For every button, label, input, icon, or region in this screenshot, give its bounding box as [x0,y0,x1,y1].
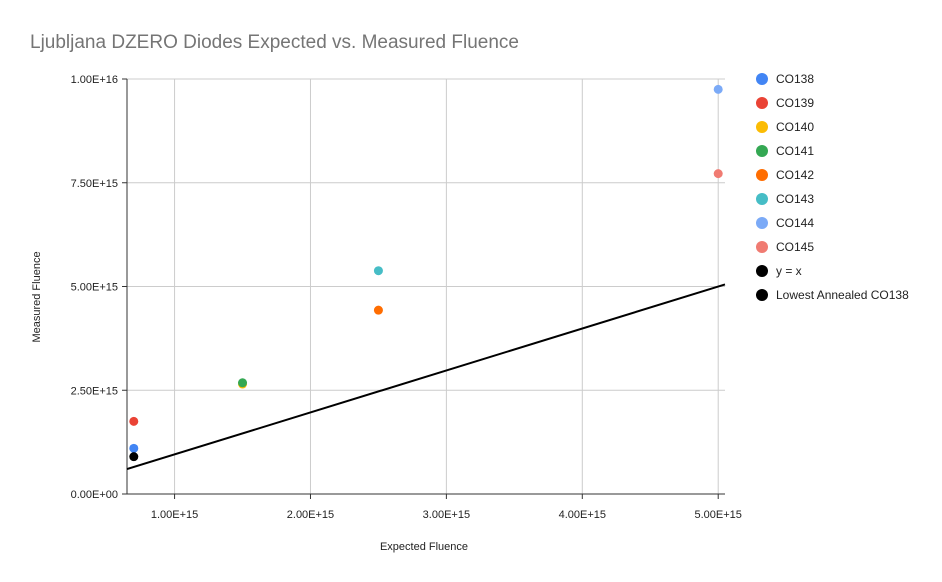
legend-marker-co143 [756,193,768,205]
data-points [129,84,723,462]
data-point-co145 [713,169,723,179]
data-point-co143 [373,266,383,276]
data-point-co141 [238,378,248,388]
legend-marker-co142 [756,169,768,181]
legend-marker-co145 [756,241,768,253]
legend-marker-co139 [756,97,768,109]
x-tick-label: 1.00E+15 [151,509,198,521]
x-tick-label: 5.00E+15 [695,509,742,521]
legend-marker-co144 [756,217,768,229]
x-tick-label: 2.00E+15 [287,509,334,521]
x-tick-label: 3.00E+15 [423,509,470,521]
series-line-y-x [126,283,726,471]
legend-label-co142: CO142 [776,168,814,182]
legend-marker-lowest-annealed-co138 [756,289,768,301]
legend-label-co143: CO143 [776,192,814,206]
chart-title: Ljubljana DZERO Diodes Expected vs. Meas… [30,32,519,53]
y-axis-ticks: 0.00E+00 2.50E+15 5.00E+15 7.50E+15 1.00E+16 [71,74,127,501]
y-tick-label: 2.50E+15 [71,385,118,397]
x-axis-ticks: 1.00E+15 2.00E+15 3.00E+15 4.00E+15 5.00E+15 [151,494,742,521]
series-lines [126,283,726,471]
y-axis-label: Measured Fluence [31,251,43,342]
legend-label-co141: CO141 [776,144,814,158]
x-tick-label: 4.00E+15 [559,509,606,521]
legend-label-y-x: y = x [776,264,802,278]
legend-marker-co138 [756,73,768,85]
data-point-lowest-annealed-co138 [129,452,139,462]
legend-label-lowest-annealed-co138: Lowest Annealed CO138 [776,288,909,302]
data-point-co142 [373,305,383,315]
grid-lines [127,78,725,494]
y-tick-label: 7.50E+15 [71,178,118,190]
legend: CO138 CO139 CO140 CO141 CO142 CO143 CO144 CO145… [756,72,909,302]
y-tick-label: 0.00E+00 [71,489,118,501]
legend-label-co144: CO144 [776,216,814,230]
x-axis-label: Expected Fluence [380,541,468,553]
legend-marker-co140 [756,121,768,133]
y-tick-label: 5.00E+15 [71,282,118,294]
legend-marker-y-x [756,265,768,277]
data-point-co138 [129,443,139,453]
legend-label-co145: CO145 [776,240,814,254]
data-point-co144 [713,84,723,94]
y-tick-label: 1.00E+16 [71,74,118,86]
legend-marker-co141 [756,145,768,157]
legend-label-co138: CO138 [776,72,814,86]
legend-label-co139: CO139 [776,96,814,110]
legend-label-co140: CO140 [776,120,814,134]
data-point-co139 [129,416,139,426]
